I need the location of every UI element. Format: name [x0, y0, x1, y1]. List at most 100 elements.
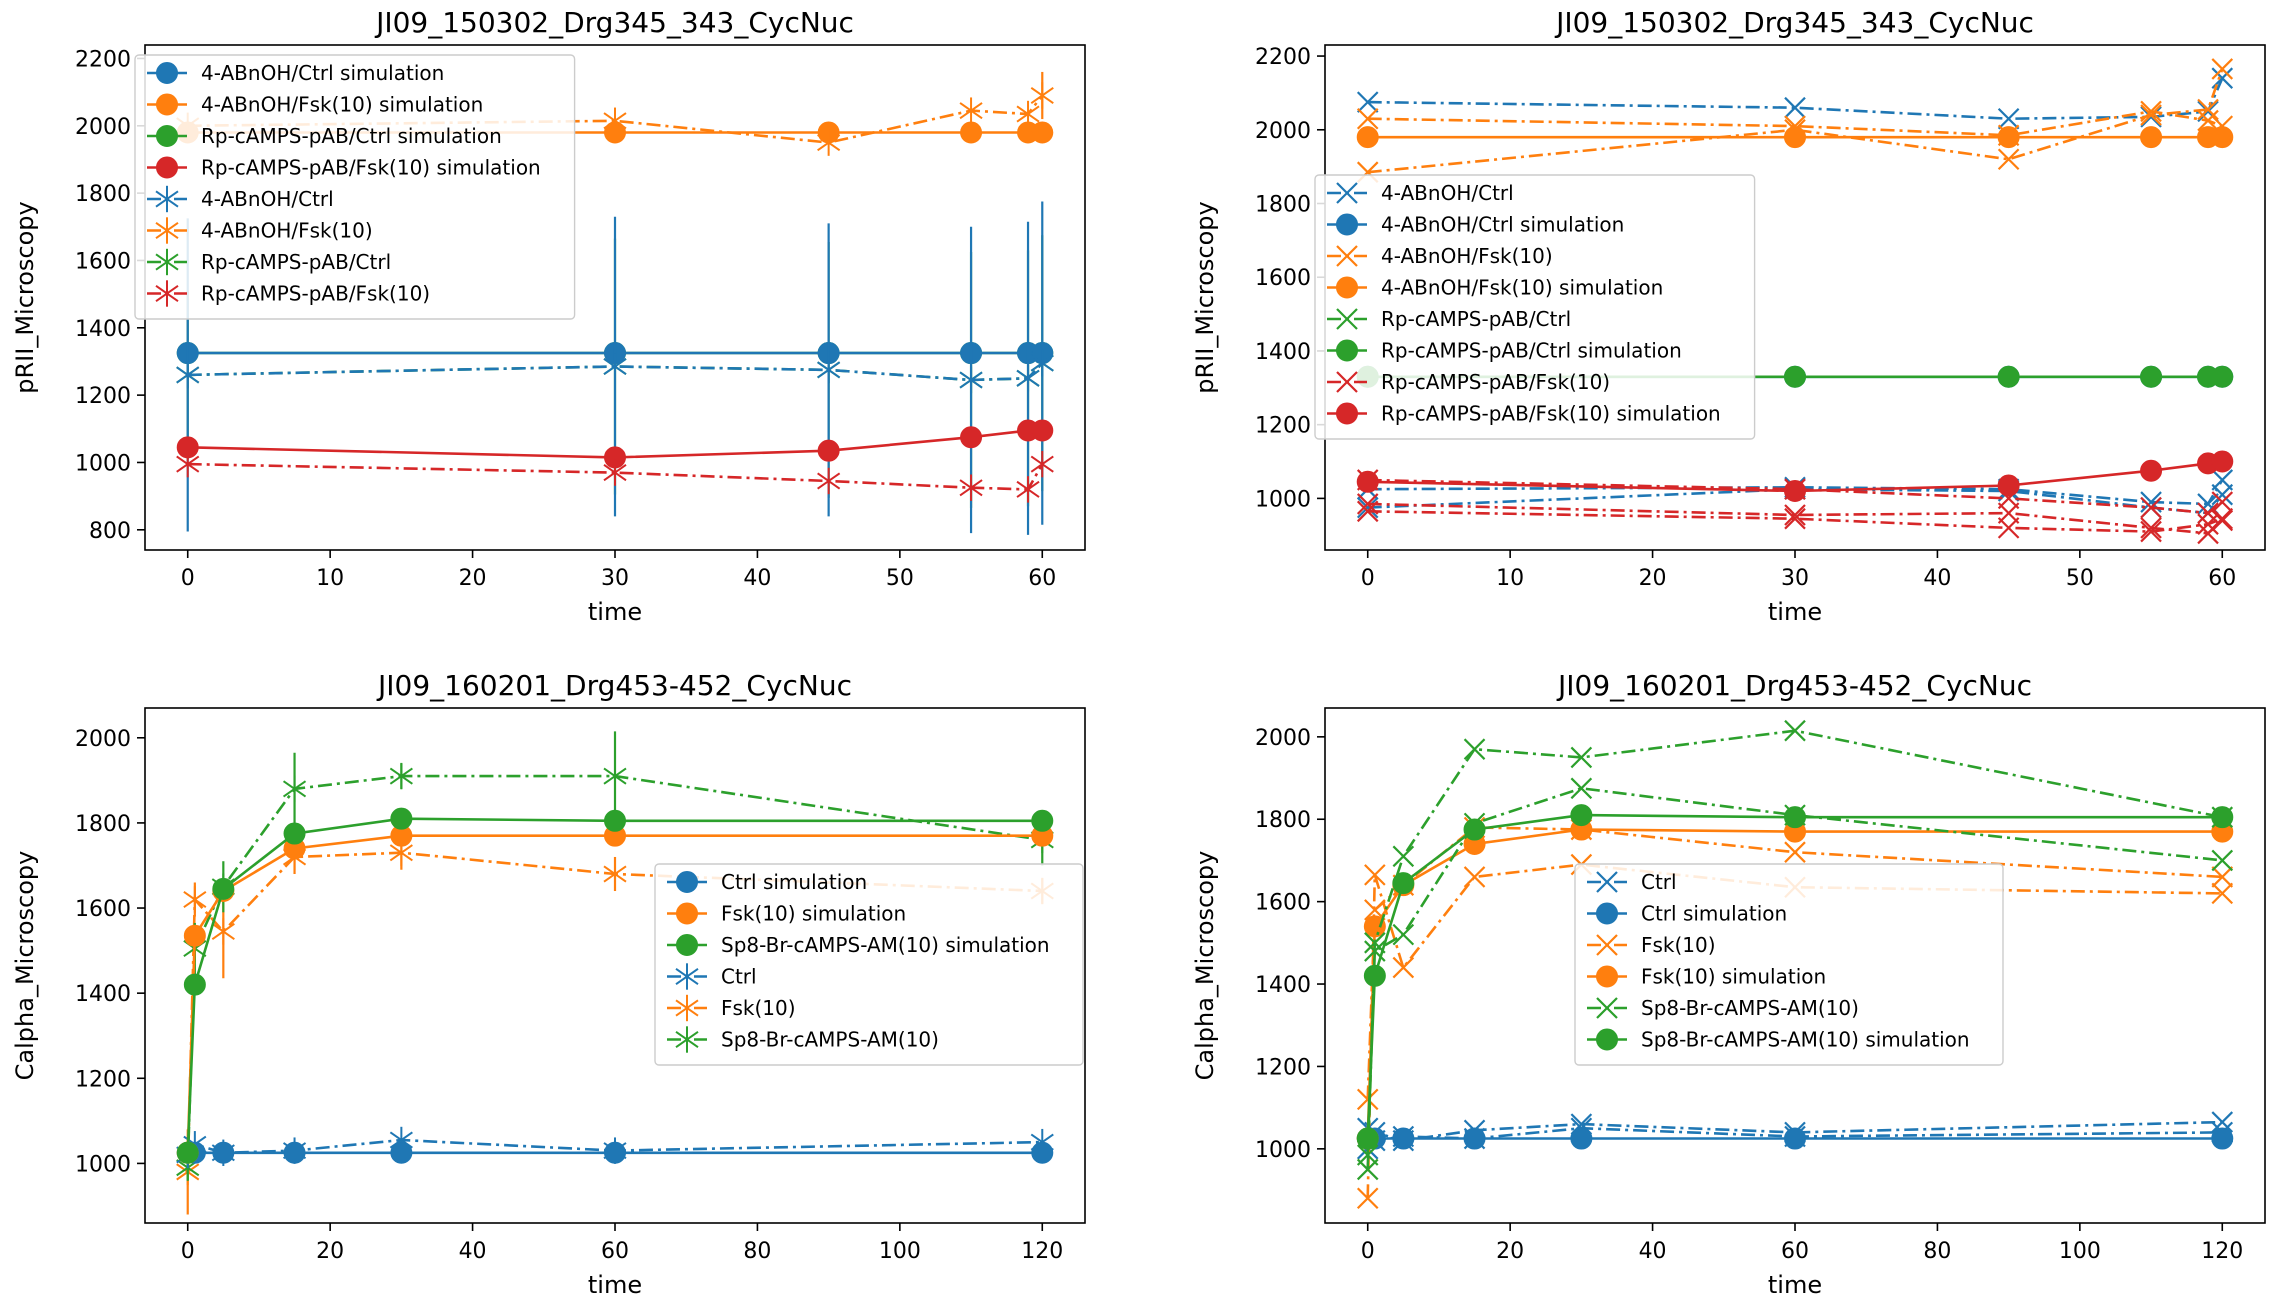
y-tick-label: 1800 — [75, 812, 131, 837]
legend-label: Rp-cAMPS-pAB/Ctrl simulation — [201, 124, 502, 148]
data-point — [2140, 365, 2163, 388]
legend-marker — [1336, 213, 1358, 236]
series-5 — [176, 807, 1054, 1164]
legend-marker — [676, 934, 698, 956]
x-tick-label: 100 — [879, 1239, 921, 1264]
legend-item: Sp8-Br-cAMPS-AM(10) simulation — [1587, 1028, 1970, 1052]
legend-marker — [1336, 371, 1358, 393]
legend-label: Ctrl — [721, 965, 757, 989]
data-point — [2211, 491, 2234, 513]
data-point — [1997, 107, 2020, 130]
y-tick-label: 1200 — [75, 384, 131, 409]
data-point — [1356, 126, 1379, 149]
data-point — [1784, 126, 1806, 149]
data-point — [1997, 365, 2020, 388]
legend-label: Rp-cAMPS-pAB/Fsk(10) — [1381, 370, 1610, 394]
data-point — [1364, 932, 1386, 954]
legend-item: 4-ABnOH/Fsk(10) simulation — [1327, 276, 1663, 300]
x-tick-label: 20 — [316, 1239, 344, 1264]
data-point — [1784, 719, 1806, 742]
legend: Ctrl simulation Fsk(10) simulation Sp8-Br-… — [654, 863, 1084, 1066]
data-point — [1570, 804, 1593, 827]
data-point — [2197, 513, 2219, 535]
data-point — [1016, 476, 1040, 503]
legend: Ctrl Ctrl simulation Fsk(10) Fsk(10) simula… — [1574, 863, 2004, 1066]
y-axis-label: pRII_Microscopy — [11, 201, 39, 393]
data-point — [2140, 520, 2162, 543]
legend-marker — [675, 1026, 699, 1053]
legend-item: Fsk(10) simulation — [1587, 965, 1826, 989]
data-point — [817, 467, 841, 495]
y-tick-label: 1600 — [1255, 266, 1311, 291]
legend-item: Rp-cAMPS-pAB/Fsk(10) — [1327, 370, 1610, 394]
legend-label: Fsk(10) — [1641, 933, 1716, 957]
data-point — [1784, 96, 1806, 119]
legend-item: Rp-cAMPS-pAB/Fsk(10) simulation — [1327, 402, 1721, 426]
data-point — [1392, 1127, 1415, 1150]
data-point — [959, 366, 983, 394]
data-point — [2211, 882, 2234, 905]
legend-marker — [1596, 997, 1618, 1019]
x-tick-label: 60 — [2208, 566, 2236, 591]
data-point — [1392, 956, 1415, 979]
data-point — [1363, 915, 1386, 938]
legend-label: 4-ABnOH/Fsk(10) — [1381, 244, 1553, 268]
data-point — [2140, 126, 2163, 149]
chart-title: JI09_150302_Drg345_343_CycNuc — [1554, 6, 2034, 39]
legend-box — [1574, 863, 2004, 1066]
x-tick-label: 20 — [1639, 566, 1667, 591]
chart-panel-2: JI09_150302_Drg345_343_CycNuc 0 10 20 30 40 50… — [1191, 6, 2266, 626]
data-point — [1570, 746, 1593, 769]
legend-label: Rp-cAMPS-pAB/Fsk(10) simulation — [201, 156, 541, 180]
x-tick-label: 60 — [1028, 566, 1056, 591]
legend-label: Rp-cAMPS-pAB/Ctrl simulation — [1381, 339, 1682, 363]
data-point — [183, 973, 206, 996]
y-tick-label: 1000 — [75, 1152, 131, 1177]
legend-marker — [676, 902, 698, 925]
data-point — [390, 1141, 413, 1164]
data-point — [176, 1141, 199, 1164]
legend-marker — [675, 994, 699, 1022]
data-point — [959, 97, 983, 124]
legend-label: 4-ABnOH/Ctrl simulation — [1381, 213, 1624, 237]
legend-item: Fsk(10) — [667, 994, 796, 1022]
chart-title: JI09_160201_Drg453-452_CycNuc — [1556, 669, 2032, 702]
legend-item: Fsk(10) — [1587, 933, 1716, 957]
legend-item: Rp-cAMPS-pAB/Ctrl simulation — [1327, 339, 1682, 363]
data-point — [283, 822, 306, 845]
data-point — [603, 107, 627, 134]
data-point — [603, 353, 627, 380]
data-point — [959, 474, 983, 501]
data-point — [2211, 806, 2234, 829]
y-tick-label: 1800 — [75, 182, 131, 207]
legend-item: Rp-cAMPS-pAB/Fsk(10) — [147, 280, 430, 307]
data-point — [2211, 365, 2234, 388]
data-point — [1784, 504, 1806, 526]
data-point — [2140, 106, 2162, 128]
y-tick-label: 1000 — [75, 451, 131, 476]
x-tick-label: 0 — [1361, 566, 1375, 591]
legend-item: 4-ABnOH/Ctrl — [1327, 181, 1514, 205]
data-point — [603, 459, 627, 486]
legend-item: Ctrl — [1587, 870, 1677, 894]
data-point — [2197, 109, 2219, 132]
legend-label: 4-ABnOH/Ctrl simulation — [201, 61, 444, 85]
data-point — [1356, 470, 1379, 493]
legend-marker — [1596, 934, 1618, 956]
x-tick-label: 0 — [181, 566, 195, 591]
legend-label: 4-ABnOH/Fsk(10) simulation — [1381, 276, 1663, 300]
legend-item: Rp-cAMPS-pAB/Ctrl simulation — [147, 124, 502, 148]
legend-marker — [1336, 308, 1358, 330]
legend-item: 4-ABnOH/Fsk(10) — [147, 217, 373, 244]
x-tick-label: 60 — [1781, 1239, 1809, 1264]
legend-label: Rp-cAMPS-pAB/Ctrl — [201, 250, 391, 274]
legend-item: Ctrl — [667, 963, 757, 990]
x-tick-label: 10 — [1496, 566, 1524, 591]
series-2 — [1356, 1127, 2234, 1150]
data-point — [1392, 923, 1415, 946]
x-tick-label: 120 — [2201, 1239, 2243, 1264]
data-point — [1784, 841, 1806, 863]
data-point — [1356, 500, 1379, 523]
data-point — [1031, 121, 1054, 144]
data-point — [1363, 964, 1386, 987]
